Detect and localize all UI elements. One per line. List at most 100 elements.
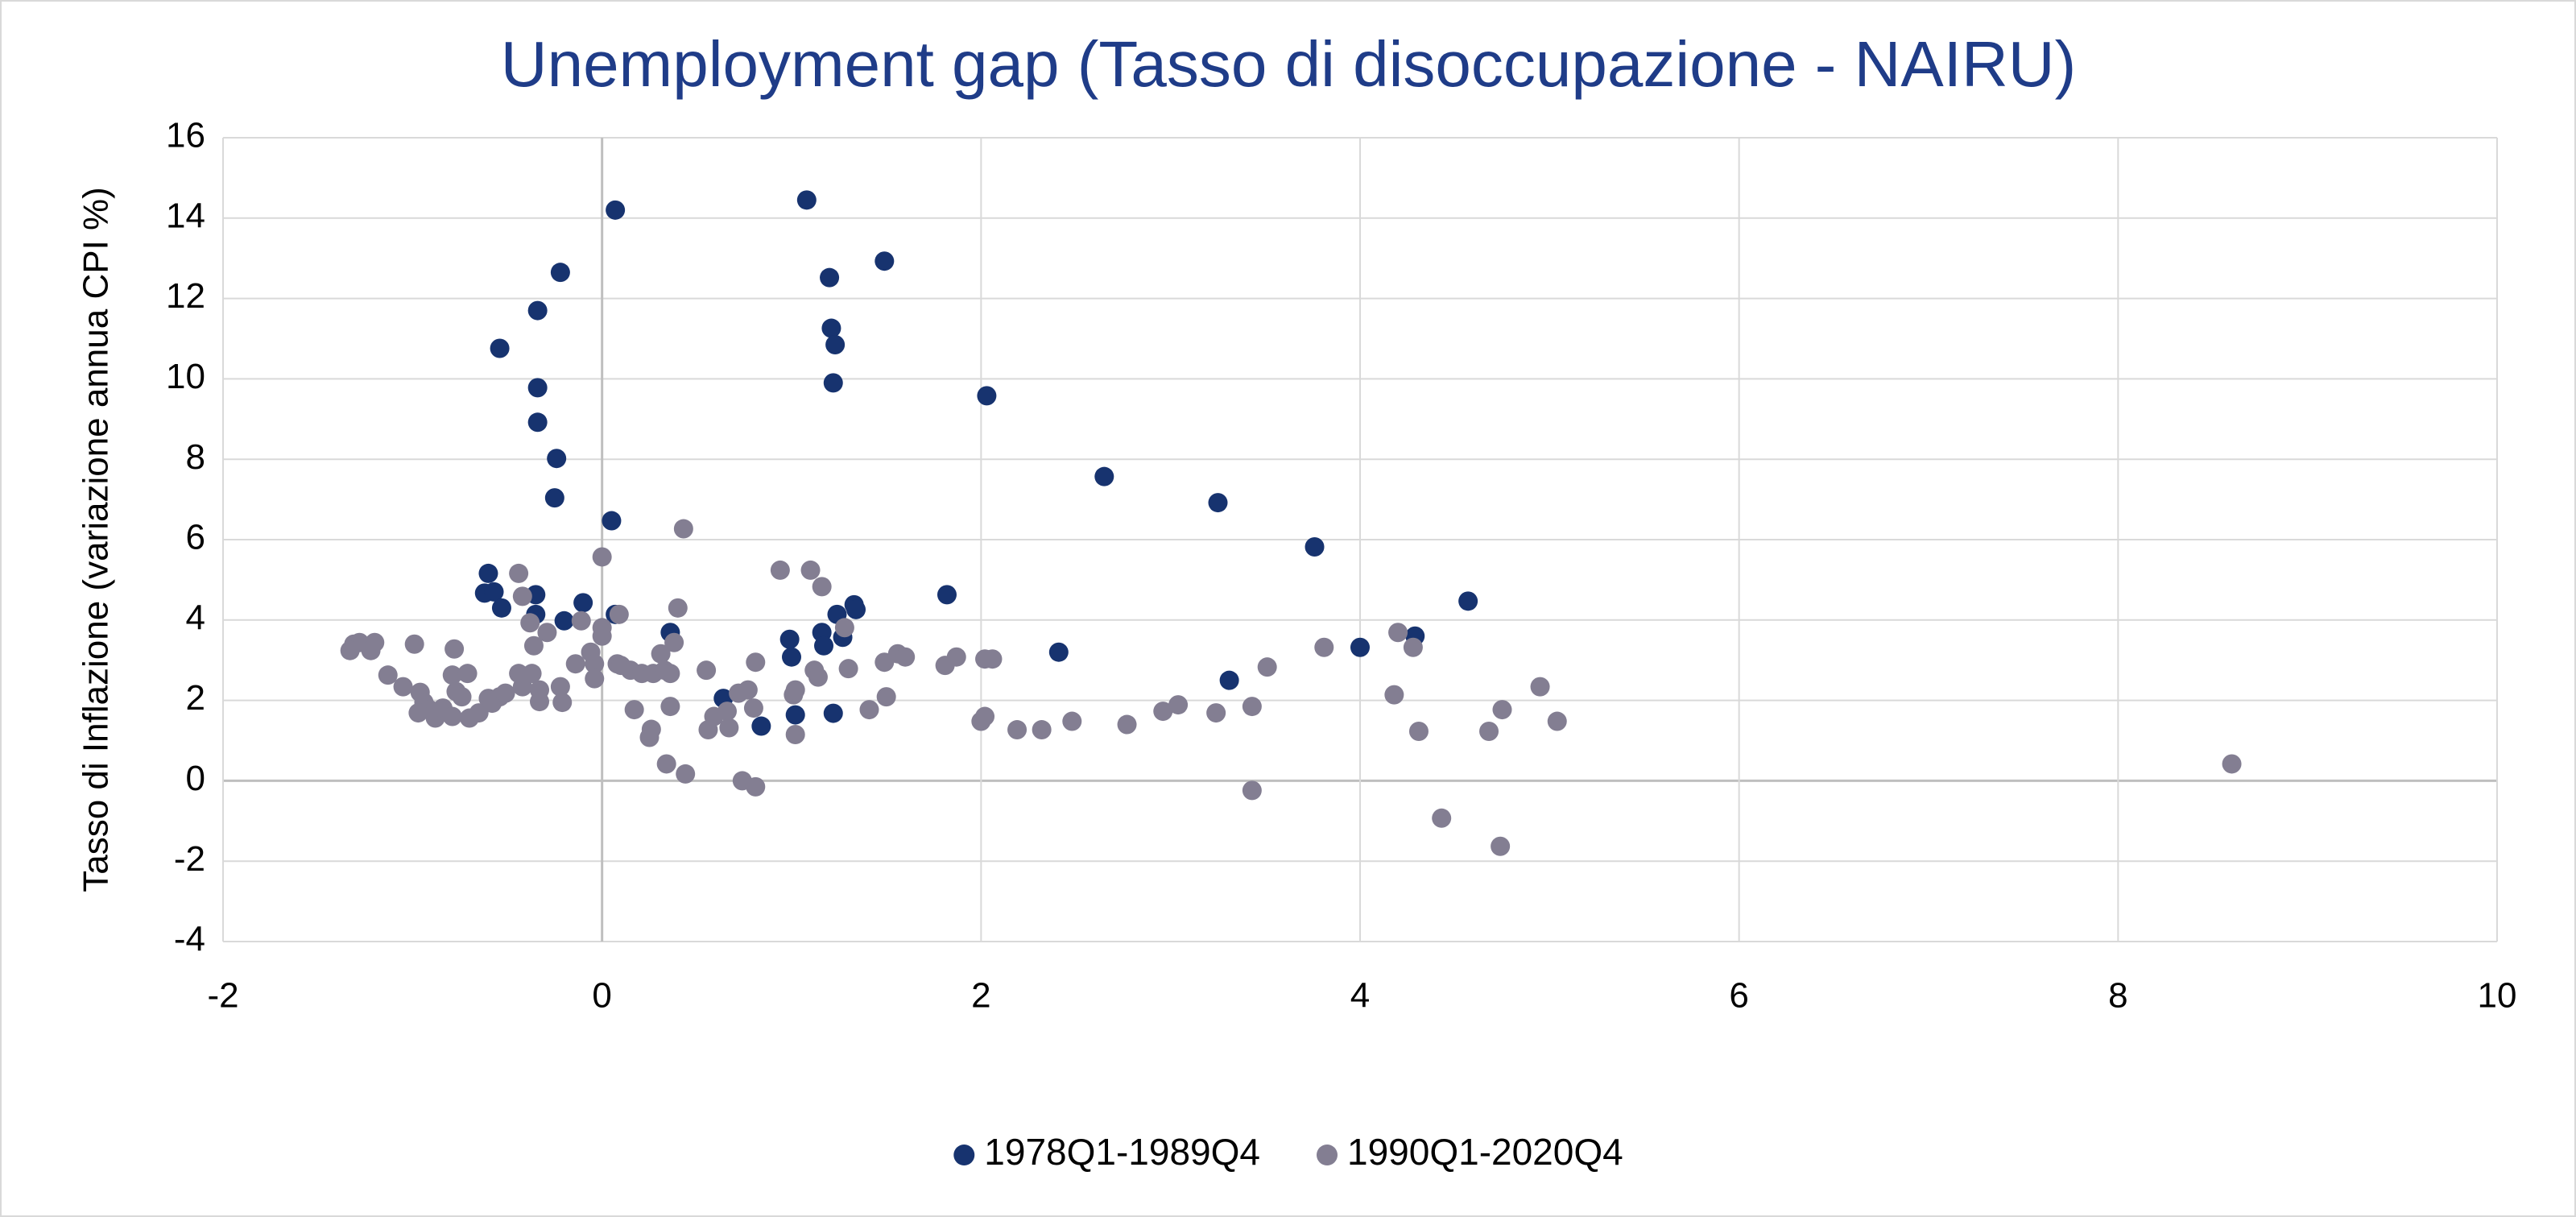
- point: [785, 705, 805, 725]
- point: [1403, 637, 1423, 657]
- point: [550, 263, 570, 283]
- y-tick-label: 8: [186, 437, 205, 477]
- point: [660, 697, 680, 717]
- point: [668, 598, 688, 618]
- point: [509, 664, 529, 684]
- point: [624, 700, 644, 720]
- point: [1062, 711, 1082, 731]
- point: [1479, 722, 1499, 742]
- y-tick-label: -2: [174, 839, 205, 879]
- point: [1350, 637, 1370, 657]
- point: [876, 687, 896, 707]
- point: [982, 649, 1003, 669]
- y-axis-title: Tasso di Inflazione (variazione annua CP…: [76, 187, 116, 892]
- point: [530, 692, 550, 712]
- point: [495, 683, 515, 703]
- point: [651, 644, 671, 664]
- point: [846, 599, 866, 619]
- point: [592, 626, 612, 646]
- point: [469, 703, 489, 723]
- point: [1007, 720, 1028, 740]
- point: [875, 251, 895, 271]
- point: [544, 488, 564, 508]
- point: [838, 659, 858, 679]
- point: [977, 386, 997, 406]
- point: [491, 598, 511, 618]
- point: [509, 563, 529, 583]
- point: [800, 560, 821, 580]
- point: [442, 665, 462, 685]
- point: [814, 635, 834, 656]
- point: [1219, 670, 1239, 690]
- point: [1208, 493, 1228, 513]
- legend-item: 1978Q1-1989Q4: [953, 1131, 1260, 1173]
- point: [527, 378, 548, 398]
- point: [573, 593, 593, 613]
- y-tick-label: 16: [166, 116, 205, 155]
- point: [676, 764, 696, 784]
- point: [785, 725, 805, 745]
- point: [1048, 642, 1069, 662]
- x-tick-label: 0: [592, 976, 611, 1016]
- point: [770, 560, 790, 580]
- x-tick-label: -2: [207, 976, 238, 1016]
- point: [1242, 697, 1262, 717]
- point: [641, 719, 661, 739]
- x-tick-label: 10: [2478, 976, 2517, 1016]
- point: [565, 654, 585, 674]
- point: [946, 647, 966, 667]
- point: [527, 300, 548, 321]
- point: [820, 267, 840, 288]
- y-tick-label: 14: [166, 196, 205, 235]
- point: [522, 664, 542, 684]
- point: [408, 703, 428, 723]
- point: [738, 680, 758, 700]
- point: [523, 635, 544, 656]
- chart-title: Unemployment gap (Tasso di disoccupazion…: [501, 28, 2076, 100]
- y-tick-label: 12: [166, 276, 205, 316]
- point: [743, 698, 763, 718]
- point: [808, 667, 828, 687]
- point: [490, 338, 510, 358]
- point: [719, 718, 739, 738]
- point: [1153, 702, 1173, 722]
- point: [975, 706, 995, 726]
- point: [512, 586, 532, 606]
- point: [1206, 703, 1226, 723]
- legend-marker: [1317, 1145, 1338, 1165]
- point: [656, 754, 676, 774]
- legend-item: 1990Q1-2020Q4: [1317, 1131, 1623, 1173]
- point: [1530, 677, 1550, 697]
- point: [550, 677, 570, 697]
- point: [823, 373, 843, 393]
- legend-label: 1978Q1-1989Q4: [984, 1131, 1260, 1173]
- point: [1257, 657, 1277, 677]
- point: [484, 582, 504, 602]
- y-tick-label: 10: [166, 357, 205, 396]
- point: [825, 334, 846, 354]
- point: [1432, 808, 1452, 828]
- point: [609, 604, 629, 624]
- point: [895, 647, 916, 667]
- x-tick-label: 8: [2108, 976, 2127, 1016]
- point: [1491, 836, 1511, 856]
- point: [340, 640, 360, 660]
- point: [812, 577, 832, 597]
- point: [478, 563, 498, 583]
- point: [585, 669, 605, 689]
- y-tick-label: 2: [186, 678, 205, 718]
- point: [782, 647, 801, 667]
- legend-label: 1990Q1-2020Q4: [1347, 1131, 1623, 1173]
- x-tick-label: 6: [1729, 976, 1748, 1016]
- point: [1408, 722, 1429, 742]
- point: [592, 547, 612, 567]
- point: [746, 776, 766, 797]
- point: [452, 687, 472, 707]
- point: [554, 611, 574, 631]
- y-tick-label: 4: [186, 598, 205, 637]
- point: [1242, 780, 1262, 801]
- point: [378, 665, 398, 685]
